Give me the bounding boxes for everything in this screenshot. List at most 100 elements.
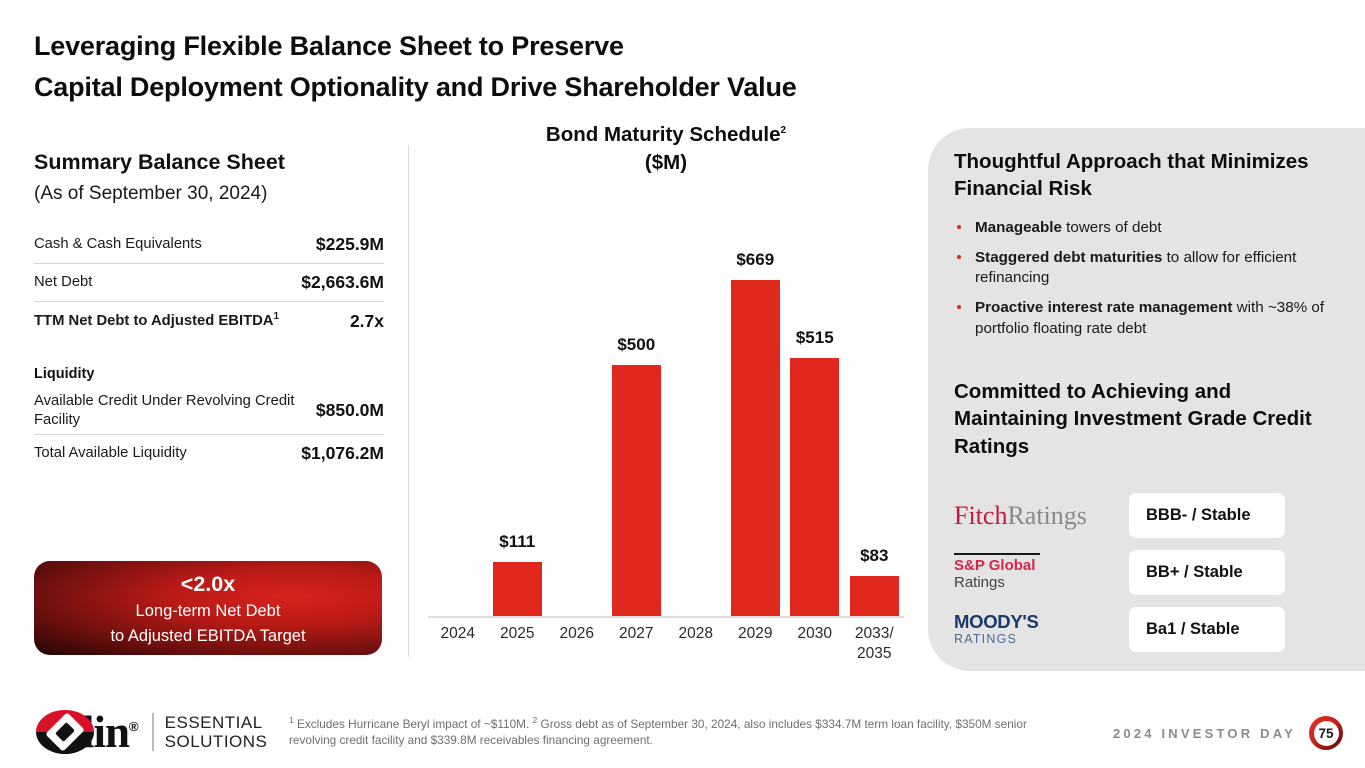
list-item: Manageable towers of debt (954, 218, 1339, 239)
fitch-ratings-logo: FitchRatings (954, 500, 1129, 530)
table-row: Available Credit Under Revolving Credit … (34, 388, 384, 435)
tagline-line-2: SOLUTIONS (164, 732, 268, 751)
footnote-text-1: Excludes Hurricane Beryl impact of ~$110… (293, 716, 533, 731)
sp-logo-rule (954, 552, 1040, 556)
sp-logo-word-1: S&P Global (954, 557, 1036, 575)
bar-value-label: $111 (499, 531, 536, 551)
row-label: Available Credit Under Revolving Credit … (34, 393, 295, 428)
column-divider (408, 145, 409, 657)
footnote-text-2: Gross debt as of September 30, 2024, als… (289, 716, 1027, 748)
row-label-footnote: 1 (273, 311, 280, 323)
row-value: $850.0M (315, 400, 384, 421)
list-item: Proactive interest rate management with … (954, 298, 1339, 339)
footnote-marker-1: 1 (289, 715, 294, 725)
row-label-text: TTM Net Debt to Adjusted EBITDA (34, 312, 274, 329)
chart-subtitle: ($M) (644, 150, 688, 174)
sp-logo-word-2: Ratings (954, 574, 1005, 592)
footnote-marker-2: 2 (532, 715, 538, 725)
liquidity-section-label: Liquidity (34, 366, 95, 382)
bar-2027 (611, 365, 661, 618)
moodys-logo-word-1: MOODY'S (954, 610, 1039, 632)
bar-2025 (492, 561, 542, 618)
page-title: Leveraging Flexible Balance Sheet to Pre… (34, 26, 1034, 108)
bar-value-label: $669 (736, 249, 775, 269)
x-tick-2030: 2030 (797, 625, 832, 642)
bar-value-label: $500 (617, 335, 656, 355)
fitch-logo-word-1: Fitch (954, 500, 1008, 530)
bullet-lead: Staggered debt maturities (975, 248, 1163, 266)
status-badge: BBB- / Stable (1129, 493, 1285, 538)
row-label: Net Debt (34, 274, 93, 291)
status-badge: BB+ / Stable (1129, 550, 1285, 595)
summary-balance-sheet-heading: Summary Balance Sheet (34, 150, 285, 174)
row-value: $1,076.2M (301, 443, 384, 464)
row-value: $2,663.6M (301, 272, 384, 292)
page-number-badge: 75 (1309, 716, 1343, 750)
x-axis-line (428, 616, 904, 618)
right-panel-heading-1: Thoughtful Approach that Minimizes Finan… (954, 150, 1309, 201)
right-panel-heading-2: Committed to Achieving and Maintaining I… (954, 380, 1312, 458)
bullet-rest: to allow for efficient refinancing (975, 248, 1297, 287)
title-line-2: Capital Deployment Optionality and Drive… (34, 72, 797, 103)
sp-global-ratings-logo: S&P Global Ratings (954, 552, 1129, 592)
bar-2030 (790, 357, 840, 618)
target-line-2: to Adjusted EBITDA Target (110, 626, 306, 645)
risk-bullet-list: Manageable towers of debt Staggered debt… (954, 218, 1339, 348)
x-tick-2024: 2024 (440, 625, 475, 642)
x-tick-2026: 2026 (559, 625, 594, 642)
bullet-dot-icon (957, 225, 961, 229)
row-label: Cash & Cash Equivalents (34, 236, 202, 253)
page-number: 75 (1313, 720, 1339, 746)
bar-2029 (730, 279, 780, 618)
fitch-logo-word-2: Ratings (1007, 500, 1087, 530)
x-tick-2033--2035: 2033/2035 (854, 625, 894, 663)
chart-title: Bond Maturity Schedule2 ($M) (418, 121, 914, 177)
moodys-ratings-logo: MOODY'S RATINGS (954, 610, 1129, 647)
rating-row-fitch: FitchRatings BBB- / Stable (954, 487, 1344, 544)
bar-value-label: $515 (795, 327, 834, 347)
event-label: 2024 INVESTOR DAY (1112, 725, 1296, 741)
olin-tagline: ESSENTIAL SOLUTIONS (165, 713, 268, 752)
row-value: 2.7x (349, 310, 384, 331)
status-badge: Ba1 / Stable (1129, 607, 1285, 652)
bullet-rest: with ~38% of portfolio floating rate deb… (975, 299, 1325, 337)
x-tick-2027: 2027 (619, 625, 654, 642)
summary-balance-sheet-subheading: (As of September 30, 2024) (34, 183, 268, 204)
credit-ratings-list: FitchRatings BBB- / Stable S&P Global Ra… (954, 487, 1344, 658)
rating-row-moodys: MOODY'S RATINGS Ba1 / Stable (954, 601, 1344, 658)
x-tick-2029: 2029 (738, 625, 773, 642)
table-row: TTM Net Debt to Adjusted EBITDA1 2.7x (34, 302, 384, 340)
table-row: Net Debt $2,663.6M (34, 264, 384, 302)
target-line-1: Long-term Net Debt (135, 601, 281, 620)
footnotes: 1 Excludes Hurricane Beryl impact of ~$1… (289, 715, 1049, 748)
balance-sheet-table: Cash & Cash Equivalents $225.9M Net Debt… (34, 226, 384, 473)
title-line-1: Leveraging Flexible Balance Sheet to Pre… (34, 31, 624, 61)
row-label: TTM Net Debt to Adjusted EBITDA1 (34, 311, 279, 331)
list-item: Staggered debt maturities to allow for e… (954, 248, 1339, 289)
bullet-dot-icon (957, 305, 961, 310)
olin-logo: lin® ESSENTIAL SOLUTIONS (36, 709, 268, 754)
rating-row-sp: S&P Global Ratings BB+ / Stable (954, 544, 1344, 601)
target-headline: <2.0x (180, 572, 236, 596)
bullet-lead: Proactive interest rate management (975, 299, 1233, 317)
logo-divider (151, 713, 154, 751)
x-tick-2025: 2025 (500, 625, 535, 642)
bar-chart (428, 230, 904, 618)
row-label: Total Available Liquidity (34, 445, 187, 462)
olin-mark-icon (36, 710, 94, 754)
footer-event-block: 2024 INVESTOR DAY 75 (1113, 716, 1343, 750)
registered-trademark-icon: ® (129, 718, 139, 734)
table-row: Total Available Liquidity $1,076.2M (34, 435, 384, 473)
bullet-dot-icon (957, 254, 961, 259)
moodys-logo-word-2: RATINGS (954, 632, 1018, 647)
chart-title-footnote: 2 (780, 125, 787, 137)
tagline-line-1: ESSENTIAL (164, 712, 263, 732)
table-row: Cash & Cash Equivalents $225.9M (34, 226, 384, 264)
bullet-lead: Manageable (975, 219, 1062, 236)
bar-value-label: $83 (860, 546, 889, 566)
leverage-target-callout: <2.0x Long-term Net Debt to Adjusted EBI… (34, 561, 382, 655)
row-value: $225.9M (315, 234, 384, 254)
x-tick-2028: 2028 (678, 625, 713, 642)
bullet-rest: towers of debt (1061, 219, 1162, 236)
